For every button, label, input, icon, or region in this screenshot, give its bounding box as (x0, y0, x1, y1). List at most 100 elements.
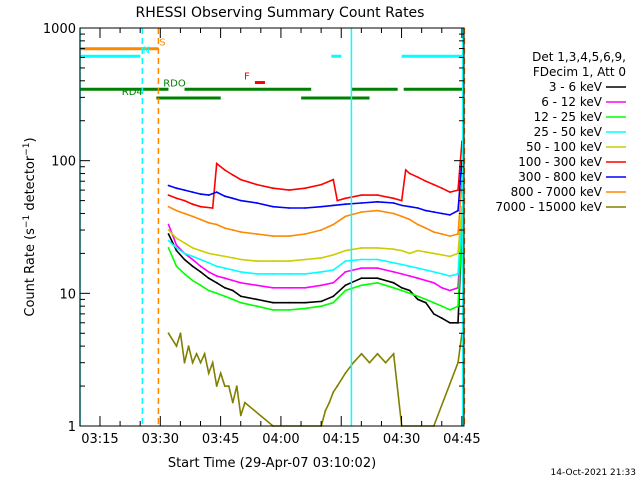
series-1-point (344, 271, 347, 273)
series-7-point (256, 233, 258, 235)
series-2-point (231, 298, 234, 301)
flag-bars: SN F RDO RD4 (80, 38, 464, 100)
legend-entry-label: 25 - 50 keV (534, 125, 603, 139)
x-axis-ticks: 03:15 03:30 03:45 04:00 04:15 04:30 04:45 (81, 28, 481, 447)
y-axis-ticks: 1 10 100 1000 (43, 22, 464, 435)
flag-label: S (159, 38, 165, 49)
series-7-point (432, 231, 435, 233)
series-6-point (457, 209, 459, 212)
series-8-point (175, 345, 178, 347)
series-2-point (207, 289, 210, 292)
series-3-point (272, 273, 274, 275)
series-3-point (424, 269, 427, 271)
series-5-point (400, 199, 403, 202)
series-0-point (175, 249, 178, 252)
series-4-point (191, 247, 194, 249)
series-5-point (272, 187, 274, 190)
series-3-point (256, 273, 258, 275)
series-0-point (392, 281, 395, 284)
series-2-point (360, 284, 363, 287)
x-tick-label: 04:30 (383, 432, 420, 447)
series-4-point (432, 252, 435, 255)
x-tick-label: 04:45 (443, 432, 480, 447)
series-2-point (441, 305, 443, 308)
series-5-point (175, 197, 178, 200)
series-5-point (344, 197, 347, 200)
series-6-point (441, 212, 443, 215)
series-0-point (199, 271, 202, 273)
series-2-point (392, 286, 395, 289)
series-2-point (199, 284, 202, 287)
series-3-point (441, 273, 443, 275)
series-0-point (288, 301, 290, 304)
series-1-point (392, 271, 395, 273)
series-4-point (424, 251, 427, 253)
y-axis-label-exp1: −1 (22, 215, 32, 228)
series-4-point (400, 249, 403, 252)
series-0-point (223, 286, 226, 289)
series-4-point (360, 247, 363, 249)
series-6-point (392, 202, 395, 204)
series-4-point (256, 260, 258, 262)
series-4-point (457, 252, 459, 255)
legend-entry-label: 6 - 12 keV (541, 95, 603, 109)
series-0-point (183, 258, 186, 261)
series-1-point (175, 244, 178, 247)
series-8-point (457, 361, 459, 364)
series-6-point (215, 191, 218, 194)
series-7-point (408, 218, 411, 221)
series-7-point (199, 218, 202, 221)
series-0-point (360, 277, 363, 280)
series-1-point (400, 273, 403, 275)
series-8-point (195, 352, 198, 355)
series-6-point (175, 187, 178, 190)
series-0-point (272, 301, 274, 304)
series-line-8 (167, 332, 463, 427)
series-3-point (207, 261, 210, 264)
y-tick-label: 1 (68, 420, 76, 435)
series-8-point (183, 361, 186, 364)
x-axis-label: Start Time (29-Apr-07 03:10:02) (168, 456, 376, 471)
series-3-point (304, 273, 307, 275)
series-2-point (320, 305, 323, 308)
series-7-point (175, 209, 178, 212)
series-3-point (215, 265, 218, 268)
series-4-point (304, 258, 307, 261)
series-1-point (272, 286, 274, 289)
series-1-point (441, 286, 443, 289)
series-4-point (167, 229, 170, 231)
y-tick-label: 100 (51, 155, 76, 170)
series-7-point (239, 231, 242, 233)
y-axis-label-main: Count Rate (s (23, 228, 38, 317)
series-2-point (408, 292, 411, 295)
series-8-point (227, 385, 230, 387)
series-0-point (400, 286, 403, 289)
series-6-point (376, 200, 379, 203)
x-tick-label: 04:00 (262, 432, 299, 447)
y-tick-label: 1000 (43, 22, 76, 37)
legend-entry-label: 7000 - 15000 keV (495, 200, 602, 214)
series-5-point (231, 174, 234, 176)
series-1-point (223, 277, 226, 280)
series-0-point (215, 281, 218, 284)
series-7-point (424, 227, 427, 230)
series-8-point (199, 361, 202, 364)
legend-header-2: FDecim 1, Att 0 (533, 65, 626, 79)
series-2-point (457, 305, 459, 308)
series-7-point (332, 223, 335, 226)
x-tick-label: 04:15 (323, 432, 360, 447)
series-1-point (424, 279, 427, 282)
series-6-point (416, 207, 419, 209)
y-tick-label: 10 (59, 287, 76, 302)
series-3-point (183, 252, 186, 255)
series-2-point (416, 295, 419, 298)
series-5-point (376, 194, 379, 197)
series-1-point (215, 275, 218, 277)
series-7-point (223, 227, 226, 230)
series-6-point (332, 204, 335, 207)
series-2-point (191, 279, 194, 282)
series-5-point (256, 183, 258, 186)
series-4-point (239, 258, 242, 261)
series-3-point (231, 269, 234, 271)
